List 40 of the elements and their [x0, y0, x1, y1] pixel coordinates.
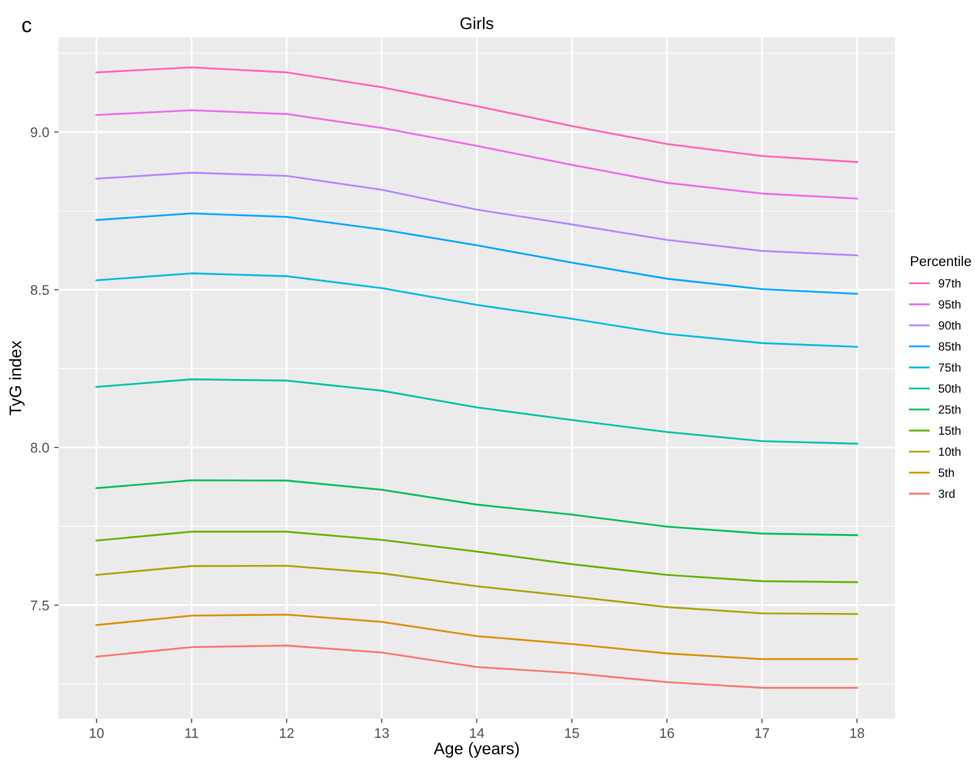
- line-series: [96, 479, 858, 536]
- legend-label: 85th: [938, 342, 960, 351]
- text: c: [22, 20, 32, 32]
- line-series: [96, 614, 858, 660]
- line-series: [96, 272, 858, 348]
- line-series: [96, 564, 858, 615]
- line-series: [96, 66, 858, 163]
- x-tick-label: 13: [375, 728, 389, 738]
- legend-label: 97th: [938, 278, 960, 288]
- x-tick-label: 10: [90, 728, 104, 738]
- legend-label: 90th: [938, 320, 960, 330]
- x-tick-label: 14: [470, 728, 484, 738]
- line-series: [96, 109, 858, 200]
- y-axis-title: TyG index: [9, 340, 25, 416]
- legend-label: 15th: [939, 426, 960, 435]
- y-tick-label: 9.0: [30, 127, 49, 138]
- x-tick-label: 16: [660, 728, 674, 738]
- x-tick-label: 17: [755, 728, 769, 738]
- y-tick-label: 7.5: [30, 600, 49, 610]
- line-series: [96, 212, 858, 295]
- x-tick-label: 15: [565, 728, 579, 738]
- legend-label: 95th: [938, 300, 960, 309]
- legend-label: 3rd: [938, 489, 954, 498]
- legend-label: 5th: [938, 468, 954, 477]
- legend-label: 10th: [939, 447, 960, 456]
- x-tick-label: 18: [850, 728, 864, 738]
- legend-label: 50th: [938, 384, 960, 393]
- y-tick-label: 8.0: [30, 442, 49, 453]
- line-series: [96, 530, 858, 584]
- legend-title: Percentile: [910, 256, 971, 266]
- x-tick-label: 12: [280, 728, 294, 738]
- line-series: [96, 172, 858, 256]
- y-tick-label: 8.5: [30, 285, 49, 295]
- legend-label: 25th: [938, 405, 960, 414]
- chart-title: Girls: [460, 16, 494, 30]
- line-series: [96, 644, 858, 689]
- line-series: [96, 378, 858, 445]
- x-axis-title: Age (years): [434, 742, 519, 758]
- legend-label: 75th: [938, 363, 960, 372]
- x-tick-label: 11: [185, 728, 198, 738]
